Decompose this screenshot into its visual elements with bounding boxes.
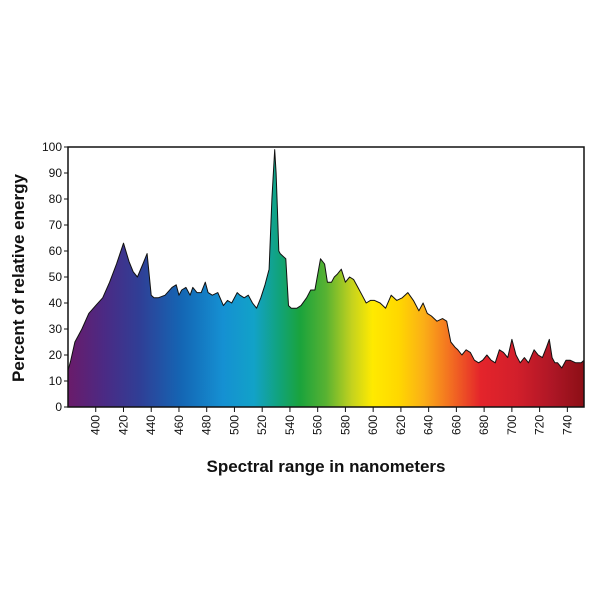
y-tick-label: 30 (49, 322, 63, 336)
y-tick-label: 50 (49, 270, 63, 284)
y-tick-label: 20 (49, 348, 63, 362)
y-tick-label: 60 (49, 244, 63, 258)
y-tick-label: 80 (49, 192, 63, 206)
y-tick-label: 40 (49, 296, 63, 310)
spectrum-area-layer (67, 149, 585, 408)
x-tick-label: 640 (422, 415, 436, 435)
x-tick-label: 660 (449, 415, 463, 435)
x-tick-label: 700 (505, 415, 519, 435)
x-tick-label: 600 (366, 415, 380, 435)
y-tick-label: 0 (55, 400, 62, 414)
spectrum-area (67, 149, 585, 408)
y-tick-label: 100 (42, 140, 62, 154)
x-tick-label: 560 (311, 415, 325, 435)
y-tick-label: 10 (49, 374, 63, 388)
x-tick-label: 440 (144, 415, 158, 435)
y-tick-label: 90 (49, 166, 63, 180)
x-tick-label: 540 (283, 415, 297, 435)
x-tick-label: 740 (560, 415, 574, 435)
x-tick-label: 580 (338, 415, 352, 435)
x-axis: 400 420 440 460 480 500 520 540 560 580 600 620 640 6… (89, 407, 574, 435)
x-axis-title: Spectral range in nanometers (206, 457, 445, 476)
x-tick-label: 520 (255, 415, 269, 435)
x-tick-label: 460 (172, 415, 186, 435)
x-tick-label: 620 (394, 415, 408, 435)
y-tick-label: 70 (49, 218, 63, 232)
x-tick-label: 420 (116, 415, 130, 435)
x-tick-label: 680 (477, 415, 491, 435)
x-tick-label: 480 (200, 415, 214, 435)
x-tick-label: 500 (227, 415, 241, 435)
y-axis-title: Percent of relative energy (9, 174, 28, 382)
x-tick-label: 400 (89, 415, 103, 435)
x-tick-label: 720 (533, 415, 547, 435)
y-axis: 0 10 20 30 40 50 60 70 80 90 100 (42, 140, 68, 414)
